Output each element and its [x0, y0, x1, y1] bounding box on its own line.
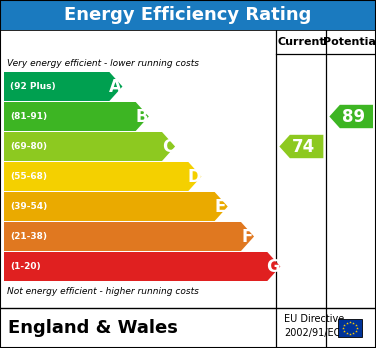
Text: Energy Efficiency Rating: Energy Efficiency Rating	[64, 6, 312, 24]
Text: G: G	[266, 258, 280, 276]
Polygon shape	[4, 192, 228, 221]
Text: E: E	[215, 198, 226, 215]
Text: (39-54): (39-54)	[10, 202, 47, 211]
Polygon shape	[4, 72, 123, 101]
Polygon shape	[4, 132, 175, 161]
Bar	[338, 319, 362, 337]
Text: (55-68): (55-68)	[10, 172, 47, 181]
Polygon shape	[329, 105, 373, 128]
Text: (1-20): (1-20)	[10, 262, 41, 271]
Text: (69-80): (69-80)	[10, 142, 47, 151]
Text: Very energy efficient - lower running costs: Very energy efficient - lower running co…	[7, 58, 199, 68]
Text: Potential: Potential	[323, 37, 376, 47]
Text: (92 Plus): (92 Plus)	[10, 82, 56, 91]
Text: C: C	[162, 137, 174, 156]
Text: 74: 74	[292, 137, 315, 156]
Text: (81-91): (81-91)	[10, 112, 47, 121]
Text: EU Directive
2002/91/EC: EU Directive 2002/91/EC	[284, 314, 345, 338]
Text: B: B	[135, 108, 148, 126]
Polygon shape	[4, 162, 202, 191]
Text: D: D	[187, 167, 201, 185]
Polygon shape	[4, 252, 280, 281]
Text: A: A	[109, 78, 122, 95]
Text: England & Wales: England & Wales	[8, 319, 178, 337]
Polygon shape	[4, 102, 149, 131]
Polygon shape	[279, 135, 323, 158]
Text: Current: Current	[277, 37, 325, 47]
Text: 89: 89	[342, 108, 365, 126]
Text: F: F	[241, 228, 253, 245]
Polygon shape	[4, 222, 254, 251]
Text: (21-38): (21-38)	[10, 232, 47, 241]
Text: Not energy efficient - higher running costs: Not energy efficient - higher running co…	[7, 286, 199, 295]
Bar	[0, 0, 376, 30]
